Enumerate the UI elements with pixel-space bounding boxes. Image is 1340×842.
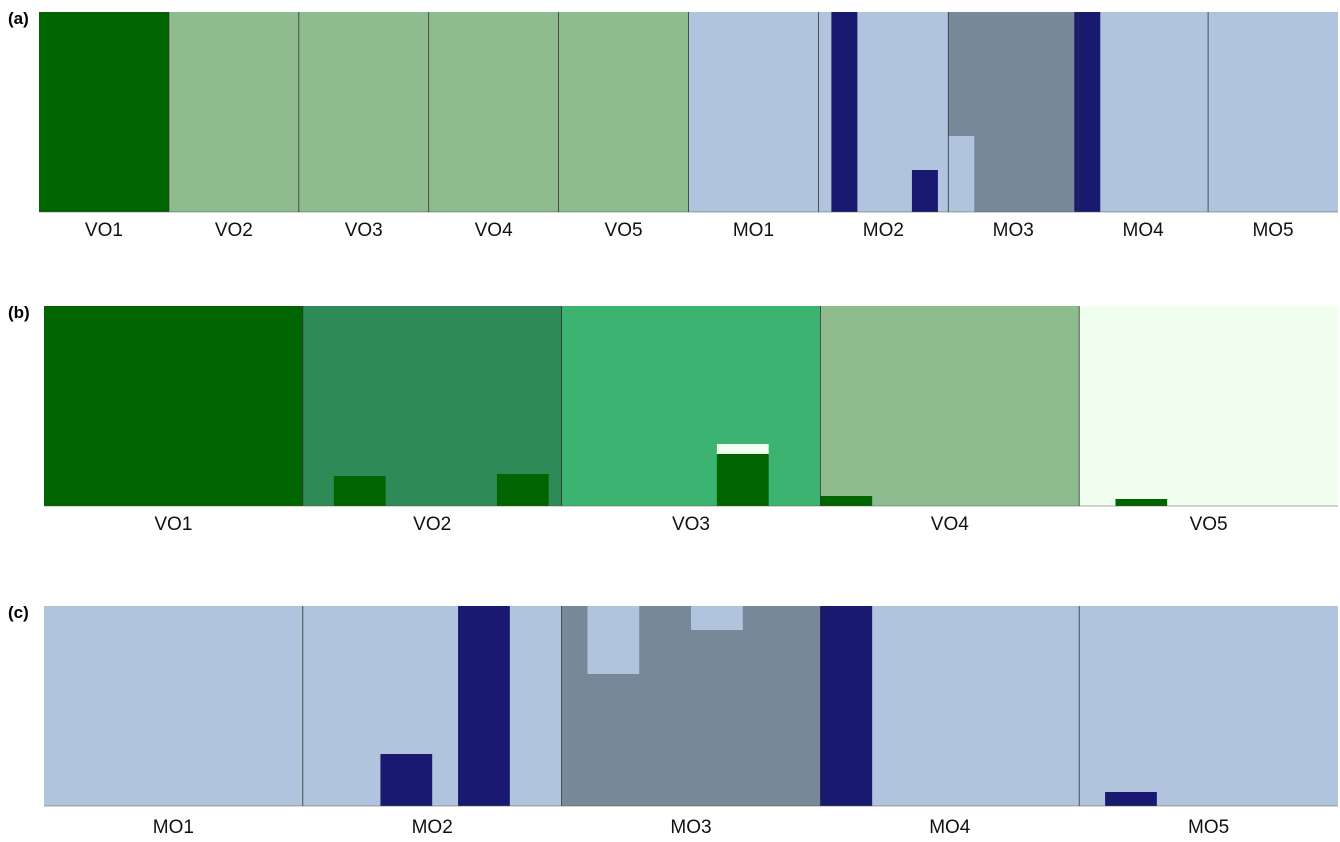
individual-bar [820,496,873,506]
population-label: MO5 [1188,817,1229,838]
individual-bar [691,606,743,630]
population-label: MO3 [670,817,711,838]
cluster-segment [302,306,562,506]
panel-letter: (b) [8,303,30,322]
individual-bar [820,606,873,806]
population-label: VO5 [605,220,643,241]
population-label: VO2 [215,220,253,241]
structure-panel-3: (c) MO1 MO2 MO3 MO4 MO5 [8,603,1338,838]
population-label: VO1 [154,514,192,535]
population-label: MO1 [153,817,194,838]
population-label: VO4 [475,220,513,241]
individual-bar [380,754,433,806]
cluster-segment [1079,306,1338,506]
individual-bar [458,606,510,806]
individual-bar [716,454,769,506]
individual-bar [831,12,858,212]
structure-panel-1: (a) VO1 VO2 VO3 VO4 VO5 MO1 MO2 MO3 MO4 MO5 [8,9,1338,241]
individual-bar [496,474,549,506]
population-label: VO3 [345,220,383,241]
population-label: VO1 [85,220,123,241]
population-label: VO2 [413,514,451,535]
population-label: VO4 [931,514,969,535]
population-label: MO3 [993,220,1034,241]
individual-bar [1115,499,1168,506]
individual-bar [948,136,975,212]
individual-bar [716,444,769,454]
cluster-segment [39,12,169,212]
population-label: MO2 [412,817,453,838]
individual-bar [333,476,386,506]
population-label: MO4 [929,817,971,838]
panel-letter: (c) [8,603,29,622]
individual-bar [587,606,640,674]
cluster-segment [44,306,303,506]
individual-bar [1074,12,1101,212]
panel-letter: (a) [8,9,29,28]
population-label: VO3 [672,514,710,535]
structure-panel-2: (b) VO1 VO2 VO3 VO4 VO5 [8,303,1338,535]
individual-bar [1105,792,1157,806]
individual-bar [911,170,938,212]
cluster-segment [688,12,819,212]
population-label: MO4 [1123,220,1165,241]
population-label: MO2 [863,220,904,241]
population-label: MO1 [733,220,774,241]
population-label: VO5 [1190,514,1228,535]
cluster-segment [561,306,821,506]
population-label: MO5 [1252,220,1293,241]
cluster-segment [820,306,1080,506]
